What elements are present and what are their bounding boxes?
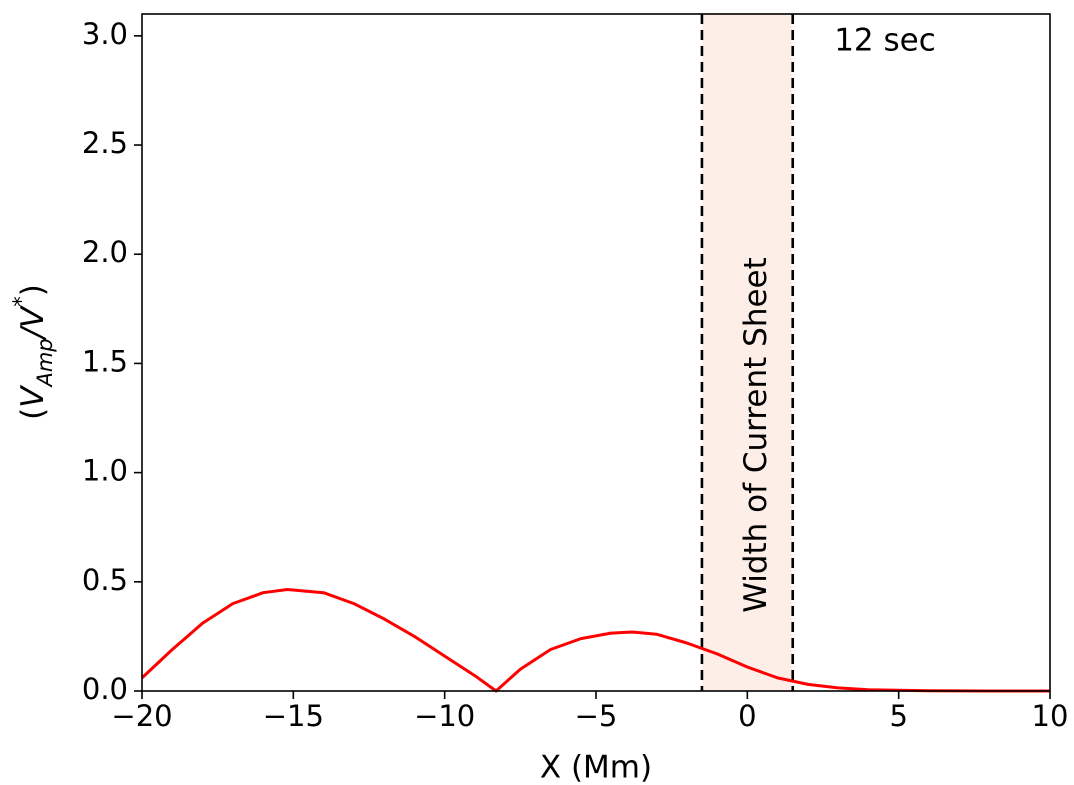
x-tick-label: −15: [263, 699, 324, 733]
y-axis-label-v2: V: [15, 304, 51, 328]
x-tick-label: −5: [575, 699, 618, 733]
y-axis-label-v1-sub: Amp: [33, 338, 57, 388]
y-axis-label-v2-sup: *: [9, 296, 33, 307]
x-tick-label: 5: [889, 699, 907, 733]
x-ticks: −20 −15 −10 −5 0 5 10: [111, 691, 1068, 733]
x-tick-label: 10: [1032, 699, 1069, 733]
y-ticks: 0.0 0.5 1.0 1.5 2.0 2.5 3.0: [82, 17, 142, 706]
x-tick-label: −10: [414, 699, 475, 733]
x-axis-label: X (Mm): [540, 750, 652, 785]
y-tick-label: 3.0: [82, 17, 128, 51]
y-axis-label-open: (: [15, 408, 51, 420]
x-tick-label: 0: [738, 699, 756, 733]
y-axis-label-slash: /: [15, 324, 51, 341]
time-annotation: 12 sec: [834, 23, 936, 59]
y-tick-label: 2.0: [82, 235, 128, 269]
series-line-0: [140, 588, 1050, 693]
y-axis-label-close: ): [15, 284, 51, 296]
y-tick-label: 2.5: [82, 126, 128, 160]
y-tick-label: 1.0: [82, 454, 128, 488]
series-lines: [140, 588, 1050, 693]
y-tick-label: 0.5: [82, 563, 128, 597]
current-sheet-region: [701, 14, 793, 691]
current-sheet-label: Width of Current Sheet: [738, 257, 774, 613]
y-tick-label: 0.0: [82, 672, 128, 706]
y-tick-label: 1.5: [82, 344, 128, 378]
y-axis-label-v1: V: [15, 384, 51, 408]
y-axis-label: (VAmp/V*): [9, 284, 57, 420]
x-tick-label: −20: [111, 699, 172, 733]
